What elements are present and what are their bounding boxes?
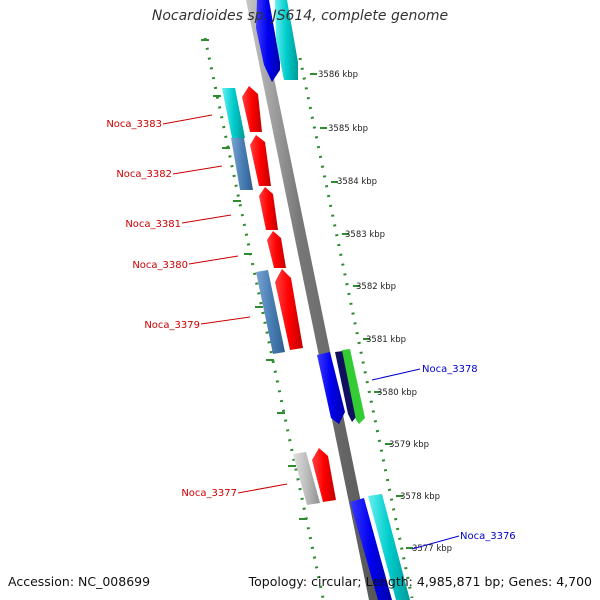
gene-arrow-red-3381[interactable] (259, 187, 278, 230)
kbp-tick-labels: 3586 kbp 3585 kbp 3584 kbp 3583 kbp 3582… (318, 70, 452, 554)
dotted-track-right (298, 57, 414, 599)
gene-arrow-steelblue-3379[interactable] (256, 270, 285, 354)
accession-text: Accession: NC_008699 (8, 574, 151, 589)
gene-label-noca-3383[interactable]: Noca_3383 (106, 119, 162, 130)
gene-label-noca-3380[interactable]: Noca_3380 (132, 260, 188, 271)
gene-label-noca-3382[interactable]: Noca_3382 (116, 169, 172, 180)
gene-label-noca-3381[interactable]: Noca_3381 (125, 219, 181, 230)
tick-label: 3581 kbp (366, 335, 406, 345)
topology-text: Topology: circular; Length: 4,985,871 bp… (248, 574, 592, 589)
gene-label-noca-3378[interactable]: Noca_3378 (422, 364, 478, 375)
right-track-ticks (310, 73, 413, 549)
gene-label-noca-3379[interactable]: Noca_3379 (144, 320, 200, 331)
gene-arrow-gray-3377[interactable] (293, 452, 320, 505)
gene-arrow-cyan-3376[interactable] (368, 494, 410, 600)
gene-arrow-navy-3378[interactable] (335, 351, 357, 422)
tick-label: 3577 kbp (412, 544, 452, 554)
tick-label: 3582 kbp (356, 282, 396, 292)
gene-label-noca-3377[interactable]: Noca_3377 (181, 488, 237, 499)
gene-arrow-red-3382[interactable] (250, 135, 271, 186)
tick-label: 3585 kbp (328, 124, 368, 134)
gene-label-noca-3376[interactable]: Noca_3376 (460, 531, 516, 542)
left-track-ticks (201, 39, 307, 520)
dotted-track-left (203, 37, 325, 599)
gene-arrow-red-3383[interactable] (242, 86, 262, 132)
gene-arrow-top-cyan[interactable] (275, 0, 298, 80)
gene-arrow-green-3378[interactable] (342, 349, 365, 424)
tick-label: 3579 kbp (389, 440, 429, 450)
gene-arrow-cyan-3383[interactable] (222, 88, 245, 138)
gene-arrow-red-3380[interactable] (267, 231, 286, 268)
genome-backbone (246, 0, 381, 600)
gene-arrow-steelblue-3382[interactable] (231, 138, 253, 190)
gene-arrow-blue-3378a[interactable] (317, 352, 345, 424)
tick-label: 3586 kbp (318, 70, 358, 80)
gene-arrow-top-blue[interactable] (256, 0, 280, 82)
gene-labels: Noca_3383 Noca_3382 Noca_3381 Noca_3380 … (106, 119, 515, 542)
leader-lines (162, 114, 460, 550)
tick-label: 3583 kbp (345, 230, 385, 240)
tick-label: 3578 kbp (400, 492, 440, 502)
tick-label: 3584 kbp (337, 177, 377, 187)
gene-arrow-red-3377[interactable] (312, 448, 336, 502)
page-title: Nocardioides sp. JS614, complete genome (151, 8, 449, 24)
gene-arrow-red-3379[interactable] (275, 269, 303, 350)
tick-label: 3580 kbp (377, 388, 417, 398)
gene-arrow-blue-3376[interactable] (350, 498, 392, 600)
